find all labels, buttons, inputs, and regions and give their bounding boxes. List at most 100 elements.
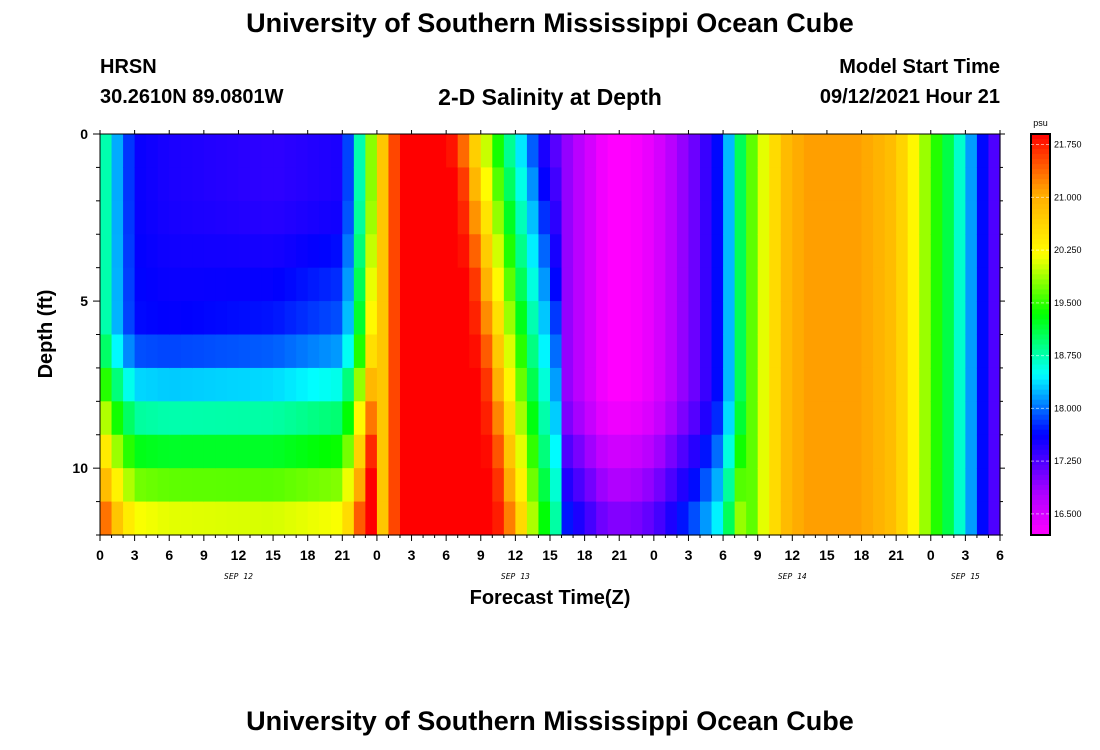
heatmap-cell [734,200,747,235]
heatmap-cell [180,468,193,503]
heatmap-cell [261,401,274,436]
heatmap-cell [307,334,320,369]
heatmap-cell [480,200,493,235]
heatmap-cell [746,501,759,536]
heatmap-cell [180,301,193,336]
heatmap-cell [284,234,297,269]
heatmap-cell [653,134,666,169]
heatmap-cell [342,301,355,336]
colorbar-band [1031,324,1050,331]
heatmap-cell [457,134,470,169]
heatmap-cell [169,334,182,369]
heatmap-cell [307,434,320,469]
colorbar-band [1031,469,1050,476]
heatmap-cell [780,501,793,536]
heatmap-cell [573,334,586,369]
heatmap-cell [953,167,966,202]
heatmap-cell [238,501,251,536]
heatmap-cell [146,434,159,469]
colorbar-band [1031,454,1050,461]
heatmap-cell [769,301,782,336]
heatmap-cell [273,334,286,369]
heatmap-cell [584,501,597,536]
heatmap-cell [803,267,816,302]
heatmap-cell [676,134,690,169]
heatmap-cell [388,301,401,336]
heatmap-cell [584,434,597,469]
heatmap-cell [953,200,966,235]
heatmap-cell [469,501,482,536]
heatmap-cell [503,301,516,336]
heatmap-cell [861,167,874,202]
heatmap-cell [688,367,701,402]
heatmap-cell [342,401,355,436]
heatmap-cell [330,401,343,436]
heatmap-cell [757,401,770,436]
heatmap-cell [884,468,897,503]
heatmap-cell [400,234,413,269]
heatmap-cell [261,234,274,269]
heatmap-cell [780,200,793,235]
station-name: HRSN [100,56,157,78]
heatmap-cell [226,334,240,369]
heatmap-cell [146,267,159,302]
heatmap-cell [653,434,666,469]
heatmap-cell [757,134,770,169]
heatmap-cell [896,468,909,503]
heatmap-cell [238,334,251,369]
y-tick-label: 10 [72,460,88,476]
heatmap-cell [480,234,493,269]
heatmap-cell [353,167,366,202]
heatmap-cell [261,200,274,235]
heatmap-cell [123,200,136,235]
heatmap-cell [180,200,193,235]
x-tick-label: 3 [408,547,416,563]
heatmap-cell [319,200,332,235]
heatmap-cell [192,301,205,336]
heatmap-cell [365,167,378,202]
heatmap-cell [400,301,413,336]
heatmap-cell [296,167,309,202]
heatmap-cell [307,301,320,336]
heatmap-cell [515,334,528,369]
heatmap-cell [550,401,563,436]
heatmap-cell [873,367,886,402]
heatmap-cell [400,134,413,169]
heatmap-cell [792,301,805,336]
model-start-label: Model Start Time [839,56,1000,78]
x-tick-label: 9 [754,547,762,563]
heatmap-cell [688,134,701,169]
heatmap-cell [215,234,228,269]
heatmap-cell [515,468,528,503]
heatmap-cell [365,334,378,369]
heatmap-cell [319,468,332,503]
heatmap-cell [492,301,505,336]
heatmap-cell [873,501,886,536]
heatmap-cell [446,267,459,302]
heatmap-cell [503,267,516,302]
heatmap-cell [273,267,286,302]
heatmap-cell [838,367,851,402]
x-tick-label: 15 [819,547,835,563]
heatmap-cell [411,434,424,469]
x-tick-label: 18 [854,547,870,563]
heatmap-cell [757,301,770,336]
heatmap-cell [873,167,886,202]
heatmap-cell [896,367,909,402]
heatmap-cell [584,234,597,269]
heatmap-cell [261,434,274,469]
heatmap-cell [873,267,886,302]
colorbar-band [1031,424,1050,431]
heatmap-cell [965,334,978,369]
heatmap-cell [919,468,932,503]
heatmap-cell [503,234,516,269]
heatmap-cell [123,167,136,202]
heatmap-cell [100,167,113,202]
heatmap-cell [746,334,759,369]
heatmap-cell [815,134,828,169]
heatmap-cell [757,334,770,369]
colorbar-band [1031,474,1050,481]
heatmap-cell [388,334,401,369]
heatmap-cell [942,134,955,169]
heatmap-cell [630,134,643,169]
